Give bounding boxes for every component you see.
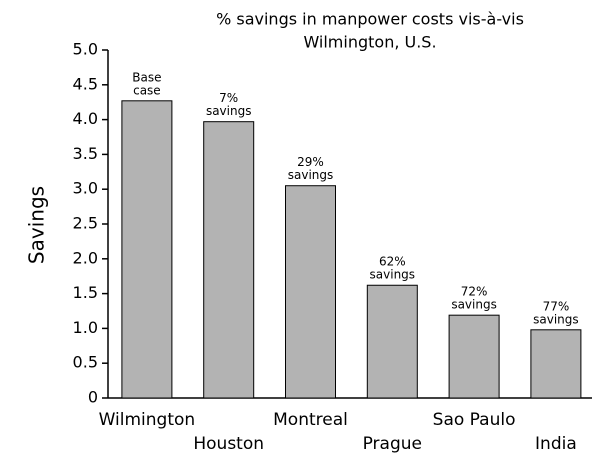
x-tick-label: Montreal <box>273 410 348 430</box>
y-tick-label: 2.5 <box>73 214 98 233</box>
bar-annotation: savings <box>288 168 334 182</box>
bar-annotation: 7% <box>219 91 238 105</box>
x-tick-label: India <box>535 434 577 454</box>
bar-annotation: savings <box>533 312 579 326</box>
chart-title: Wilmington, U.S. <box>303 33 436 52</box>
y-tick-label: 0 <box>88 388 98 407</box>
x-tick-label: Prague <box>363 434 422 454</box>
bar <box>203 121 255 399</box>
bar <box>448 314 500 399</box>
y-tick-label: 1.5 <box>73 283 98 302</box>
bar <box>366 284 418 399</box>
bar-annotation: savings <box>206 104 252 118</box>
bar-annotation: 29% <box>297 155 324 169</box>
x-tick-label: Wilmington <box>99 410 196 430</box>
x-tick-label: Sao Paulo <box>433 410 516 430</box>
y-tick-label: 2.0 <box>73 248 98 267</box>
y-tick-label: 0.5 <box>73 353 98 372</box>
bar-annotation: case <box>133 83 161 97</box>
y-tick-label: 1.0 <box>73 318 98 337</box>
bar-annotation: 77% <box>543 299 570 313</box>
y-tick-label: 3.0 <box>73 179 98 198</box>
y-tick-label: 3.5 <box>73 144 98 163</box>
bar <box>285 185 336 399</box>
bar-annotation: savings <box>370 268 416 282</box>
y-axis-label: Savings <box>25 186 49 264</box>
bar-annotation: 62% <box>379 255 406 269</box>
y-tick-label: 4.5 <box>73 74 98 93</box>
y-tick-label: 5.0 <box>73 40 98 59</box>
y-tick-label: 4.0 <box>73 109 98 128</box>
chart-title: % savings in manpower costs vis-à-vis <box>216 10 524 29</box>
bar <box>530 329 582 399</box>
bar-annotation: Base <box>132 70 161 84</box>
x-tick-label: Houston <box>193 434 264 454</box>
bar <box>121 100 173 399</box>
bar-annotation: savings <box>451 298 497 312</box>
bar-annotation: 72% <box>461 285 488 299</box>
